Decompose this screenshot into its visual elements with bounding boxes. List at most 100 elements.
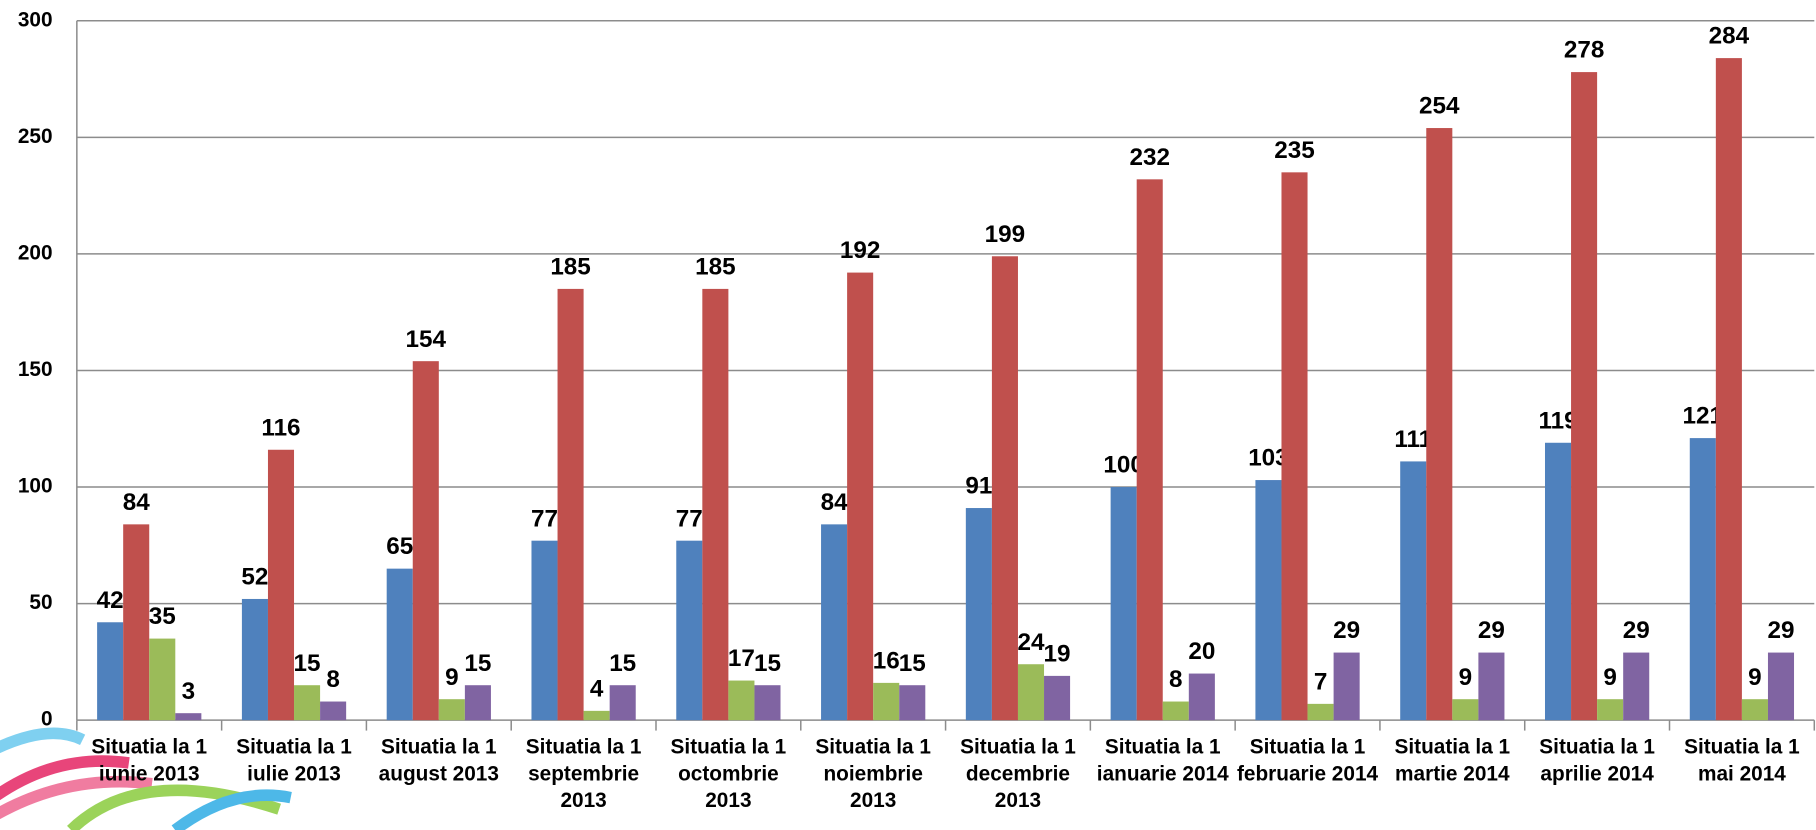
bar — [1741, 699, 1768, 721]
data-label: 24 — [1017, 629, 1044, 656]
data-label: 84 — [821, 489, 848, 516]
data-label: 116 — [261, 414, 300, 441]
bar — [386, 568, 413, 721]
data-label: 84 — [123, 489, 150, 516]
x-tick-label: Situatia la 1 februarie 2014 — [1236, 735, 1379, 785]
data-label: 19 — [1044, 640, 1071, 667]
data-label: 77 — [531, 505, 558, 532]
x-tick-label: Situatia la 1 noiembrie 2013 — [815, 735, 931, 812]
data-label: 278 — [1564, 37, 1605, 64]
bar — [1110, 487, 1137, 721]
y-tick-label: 0 — [41, 708, 53, 731]
x-tick-label: Situatia la 1 martie 2014 — [1394, 735, 1511, 785]
data-label: 42 — [97, 587, 124, 614]
x-tick-label: Situatia la 1 ianuarie 2014 — [1096, 735, 1229, 785]
data-label: 17 — [728, 645, 755, 672]
data-label: 20 — [1188, 638, 1215, 665]
bar — [97, 622, 124, 721]
bar — [1623, 652, 1650, 721]
bar — [583, 710, 610, 721]
data-label: 199 — [985, 221, 1026, 248]
data-label: 284 — [1709, 23, 1750, 50]
bar — [899, 685, 926, 721]
data-label: 254 — [1419, 93, 1460, 120]
x-tick-label: Situatia la 1 iulie 2013 — [236, 735, 352, 785]
bar — [965, 508, 992, 721]
bar — [1452, 699, 1479, 721]
bar — [702, 288, 729, 721]
bar — [175, 713, 202, 721]
x-tick-label-box: Situatia la 1 august 2013 — [378, 735, 499, 785]
data-label: 9 — [1603, 664, 1617, 691]
y-tick-label: 300 — [18, 8, 53, 31]
bar — [1307, 703, 1334, 721]
data-label: 7 — [1314, 668, 1328, 695]
bar — [1333, 652, 1360, 721]
bar — [1044, 675, 1071, 721]
x-tick-label: Situatia la 1 mai 2014 — [1684, 735, 1800, 785]
x-tick-label-box: Situatia la 1 octombrie 2013 — [671, 735, 787, 811]
data-label: 16 — [873, 647, 900, 674]
bar — [1767, 652, 1795, 721]
data-label: 91 — [965, 473, 992, 500]
bar — [1571, 72, 1598, 721]
x-tick-label-box: Situatia la 1 noiembrie 2013 — [815, 735, 931, 812]
x-tick-label-box: Situatia la 1 mai 2014 — [1684, 735, 1800, 785]
x-tick-label-box: Situatia la 1 septembrie 2013 — [525, 735, 642, 812]
data-label: 111 — [1394, 426, 1432, 453]
data-label: 9 — [1748, 664, 1762, 691]
x-tick-label: Situatia la 1 august 2013 — [378, 735, 499, 785]
x-tick-label: Situatia la 1 decembrie 2013 — [960, 735, 1076, 812]
bar — [1597, 699, 1624, 721]
bar — [1544, 442, 1572, 721]
data-label: 235 — [1274, 137, 1315, 164]
y-tick-label: 150 — [18, 358, 53, 381]
data-label: 8 — [326, 666, 340, 693]
bar — [557, 288, 584, 721]
data-label: 232 — [1129, 144, 1170, 171]
data-label: 29 — [1623, 617, 1650, 644]
data-label: 3 — [182, 678, 196, 705]
data-label: 15 — [294, 650, 321, 677]
data-label: 65 — [386, 533, 413, 560]
data-label: 77 — [676, 505, 703, 532]
bar — [873, 682, 900, 721]
data-label: 29 — [1478, 617, 1505, 644]
data-label: 9 — [445, 664, 459, 691]
bar — [847, 272, 874, 721]
bar — [1400, 461, 1427, 721]
bar — [149, 638, 176, 721]
bar — [609, 685, 636, 721]
x-tick-label: Situatia la 1 septembrie 2013 — [525, 735, 642, 812]
bar — [1136, 179, 1163, 721]
y-tick-label: 250 — [18, 125, 53, 148]
data-label: 185 — [550, 253, 591, 280]
bar — [821, 524, 848, 721]
bar — [1281, 172, 1308, 721]
bar — [123, 524, 150, 721]
data-label: 4 — [590, 675, 604, 702]
x-tick-label-box: Situatia la 1 februarie 2014 — [1236, 735, 1379, 785]
bar — [676, 540, 703, 721]
x-tick-label-box: Situatia la 1 iulie 2013 — [236, 735, 352, 785]
bar — [294, 685, 321, 721]
bar — [241, 598, 268, 721]
bar — [728, 680, 755, 721]
data-label: 185 — [695, 253, 736, 280]
data-label: 35 — [149, 603, 176, 630]
bar — [438, 699, 465, 721]
y-tick-label: 50 — [29, 591, 52, 614]
bar — [1017, 664, 1045, 721]
bar — [1255, 480, 1282, 721]
y-tick-label: 100 — [18, 475, 53, 498]
x-tick-label-box: Situatia la 1 decembrie 2013 — [960, 735, 1076, 812]
data-label: 29 — [1767, 617, 1794, 644]
bar — [991, 256, 1018, 721]
bar — [320, 701, 347, 721]
y-tick-label: 200 — [18, 241, 53, 264]
x-tick-label-box: Situatia la 1 aprilie 2014 — [1539, 735, 1655, 785]
decoration — [0, 727, 292, 830]
bar — [267, 449, 295, 721]
